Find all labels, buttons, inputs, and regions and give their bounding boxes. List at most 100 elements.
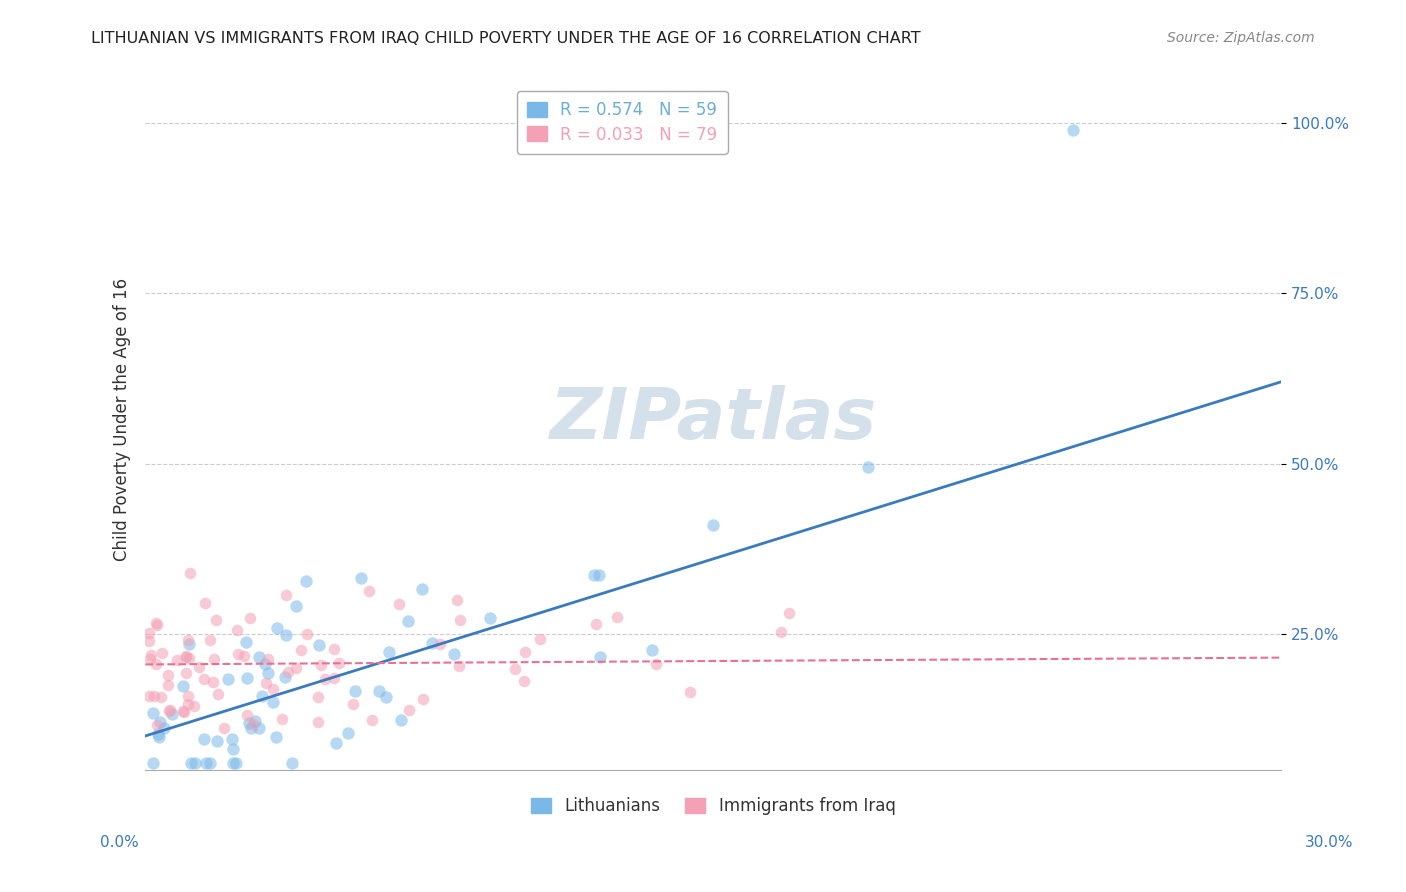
Point xyxy=(249,650,271,665)
Point xyxy=(221,731,243,746)
Point xyxy=(778,607,800,621)
Point xyxy=(183,698,205,713)
Point xyxy=(243,714,266,728)
Point xyxy=(233,649,256,664)
Point xyxy=(257,652,280,666)
Point xyxy=(179,651,201,665)
Point xyxy=(235,634,257,648)
Point xyxy=(257,665,280,680)
Point xyxy=(225,756,247,771)
Point xyxy=(138,626,160,640)
Point xyxy=(193,673,215,687)
Point xyxy=(274,628,297,642)
Point xyxy=(143,689,166,703)
Point xyxy=(198,632,221,647)
Point xyxy=(150,690,173,705)
Point xyxy=(325,736,347,750)
Point xyxy=(307,690,329,704)
Point xyxy=(145,717,167,731)
Point xyxy=(322,671,344,685)
Point xyxy=(702,517,724,532)
Point xyxy=(389,714,412,728)
Point xyxy=(226,647,249,661)
Point xyxy=(412,692,434,706)
Point xyxy=(284,661,307,675)
Point xyxy=(274,589,297,603)
Point xyxy=(177,637,200,651)
Point xyxy=(253,657,276,672)
Point xyxy=(856,459,879,474)
Point xyxy=(349,571,371,585)
Point xyxy=(172,704,194,718)
Point xyxy=(205,614,228,628)
Point xyxy=(274,670,297,684)
Point xyxy=(359,583,381,598)
Point xyxy=(377,645,399,659)
Text: 30.0%: 30.0% xyxy=(1305,836,1353,850)
Point xyxy=(177,689,200,703)
Point xyxy=(236,708,259,723)
Point xyxy=(152,721,174,735)
Y-axis label: Child Poverty Under the Age of 16: Child Poverty Under the Age of 16 xyxy=(114,277,131,561)
Point xyxy=(262,682,284,697)
Point xyxy=(512,673,534,688)
Point xyxy=(149,715,172,730)
Point xyxy=(307,714,329,729)
Point xyxy=(162,706,184,721)
Point xyxy=(769,624,792,639)
Point xyxy=(280,756,302,771)
Point xyxy=(217,673,239,687)
Point xyxy=(323,642,346,657)
Point xyxy=(529,632,551,646)
Point xyxy=(145,657,167,672)
Point xyxy=(589,650,612,665)
Point xyxy=(641,643,664,657)
Point xyxy=(360,713,382,727)
Point xyxy=(271,712,294,726)
Text: LITHUANIAN VS IMMIGRANTS FROM IRAQ CHILD POVERTY UNDER THE AGE OF 16 CORRELATION: LITHUANIAN VS IMMIGRANTS FROM IRAQ CHILD… xyxy=(91,31,921,46)
Point xyxy=(308,638,330,652)
Point xyxy=(262,696,284,710)
Point xyxy=(588,568,610,582)
Point xyxy=(176,648,198,663)
Point xyxy=(148,727,170,741)
Point xyxy=(1062,123,1084,137)
Point xyxy=(343,684,366,698)
Point xyxy=(374,690,396,705)
Point xyxy=(236,671,259,685)
Point xyxy=(295,574,318,589)
Point xyxy=(195,756,218,771)
Point xyxy=(201,675,224,690)
Point xyxy=(194,596,217,610)
Text: ZIPatlas: ZIPatlas xyxy=(550,384,877,454)
Point xyxy=(679,685,702,699)
Point xyxy=(156,678,179,692)
Point xyxy=(177,697,200,711)
Point xyxy=(176,650,198,665)
Point xyxy=(328,657,350,671)
Point xyxy=(429,637,451,651)
Point xyxy=(202,652,225,666)
Point xyxy=(157,705,180,719)
Point xyxy=(449,613,471,627)
Point xyxy=(309,658,332,673)
Point xyxy=(145,615,167,630)
Point xyxy=(205,734,228,748)
Point xyxy=(225,624,247,638)
Text: Source: ZipAtlas.com: Source: ZipAtlas.com xyxy=(1167,31,1315,45)
Point xyxy=(142,756,165,771)
Point xyxy=(239,611,262,625)
Point xyxy=(139,652,162,666)
Point xyxy=(388,597,411,611)
Point xyxy=(342,697,364,711)
Point xyxy=(193,732,215,747)
Point xyxy=(250,690,273,704)
Point xyxy=(239,722,262,736)
Point xyxy=(172,679,194,693)
Text: 0.0%: 0.0% xyxy=(100,836,139,850)
Point xyxy=(188,659,211,673)
Point xyxy=(184,756,207,771)
Point xyxy=(198,756,221,771)
Point xyxy=(284,599,307,613)
Point xyxy=(238,715,260,730)
